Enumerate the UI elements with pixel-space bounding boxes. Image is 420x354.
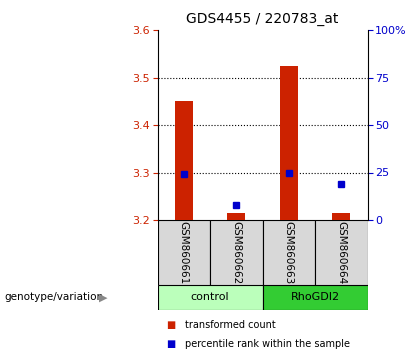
Bar (332, 213, 350, 220)
Text: GSM860664: GSM860664 (336, 221, 346, 284)
Bar (262, 220, 315, 285)
Bar (315, 220, 368, 285)
Text: RhoGDI2: RhoGDI2 (291, 292, 339, 303)
Text: GSM860663: GSM860663 (284, 221, 294, 284)
Bar (158, 285, 262, 310)
Text: control: control (191, 292, 229, 303)
Bar (210, 220, 262, 285)
Text: ■: ■ (166, 320, 175, 330)
Bar (227, 213, 245, 220)
Text: GSM860661: GSM860661 (179, 221, 189, 284)
Bar (175, 101, 193, 220)
Text: percentile rank within the sample: percentile rank within the sample (185, 339, 350, 349)
Text: genotype/variation: genotype/variation (4, 292, 103, 303)
Bar (262, 285, 368, 310)
Bar (158, 220, 210, 285)
Text: ▶: ▶ (99, 292, 107, 303)
Text: ■: ■ (166, 339, 175, 349)
Text: GSM860662: GSM860662 (231, 221, 241, 284)
Text: transformed count: transformed count (185, 320, 276, 330)
Title: GDS4455 / 220783_at: GDS4455 / 220783_at (186, 12, 339, 26)
Bar (280, 65, 298, 220)
